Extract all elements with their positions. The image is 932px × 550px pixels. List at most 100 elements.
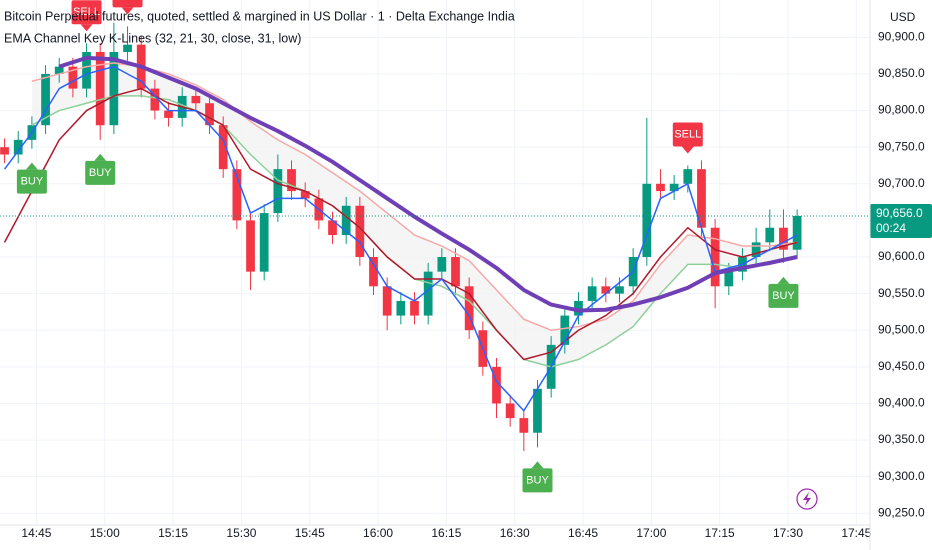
candle-body	[205, 103, 214, 126]
y-tick-label: 90,500.0	[878, 322, 925, 336]
y-tick-label: 90,700.0	[878, 176, 925, 190]
candle-body	[533, 388, 542, 433]
candle-body	[0, 147, 9, 155]
signal-arrow	[80, 24, 93, 32]
signal-text: SELL	[674, 128, 701, 140]
candle-body	[273, 169, 283, 214]
candle-body	[259, 213, 269, 272]
candle-body	[13, 139, 23, 155]
y-tick-label: 90,900.0	[878, 30, 925, 44]
candle-body	[451, 257, 460, 287]
x-tick-label: 17:30	[773, 526, 803, 540]
candle-body	[683, 169, 693, 184]
x-tick-label: 16:15	[431, 526, 461, 540]
candle-body	[669, 183, 679, 192]
channel-fill	[31, 62, 798, 367]
candle-body	[410, 300, 419, 316]
countdown: 00:24	[876, 221, 906, 235]
signal-label: SELL	[112, 0, 143, 15]
signal-text: SELL	[73, 6, 100, 18]
candle-body	[164, 110, 173, 118]
candle-body	[287, 169, 296, 192]
candle-body	[369, 257, 378, 287]
currency[interactable]: USD	[890, 10, 916, 24]
price-tag-label: 90,656.0	[876, 206, 923, 220]
y-tick-label: 90,750.0	[878, 139, 925, 153]
signal-box	[768, 283, 799, 308]
indicator-line	[31, 62, 798, 331]
x-tick-label: 17:15	[705, 526, 735, 540]
signal-label: BUY	[85, 153, 116, 185]
y-tick-label: 90,250.0	[878, 505, 925, 519]
x-tick-label: 16:30	[500, 526, 530, 540]
signal-arrow	[25, 162, 38, 170]
bolt	[803, 492, 811, 506]
candle-body	[191, 95, 201, 104]
signal-label: BUY	[768, 276, 799, 308]
y-tick-label: 90,550.0	[878, 286, 925, 300]
candle-body	[751, 242, 761, 258]
indicator-line	[58, 55, 798, 313]
candle-body	[519, 418, 529, 433]
signal-box	[85, 160, 116, 185]
signal-box	[16, 169, 47, 194]
candle-body	[587, 286, 597, 301]
candle-body	[95, 51, 105, 126]
candle-body	[505, 403, 515, 419]
signal-text: BUY	[21, 176, 44, 188]
signal-text: SELL	[114, 0, 141, 1]
candle-body	[615, 286, 624, 294]
signal-label: BUY	[16, 162, 47, 194]
candle-body	[396, 300, 406, 316]
x-tick-label: 15:30	[226, 526, 256, 540]
candle-body	[150, 88, 160, 111]
candle-body	[355, 205, 365, 258]
signal-text: BUY	[526, 474, 549, 486]
candle-body	[341, 205, 351, 236]
signal-arrow	[121, 7, 134, 15]
y-tick-label: 90,800.0	[878, 103, 925, 117]
signal-text: BUY	[89, 167, 112, 179]
signal-box	[71, 0, 102, 25]
x-tick-label: 15:15	[158, 526, 188, 540]
candle-body	[656, 183, 665, 192]
signal-label: SELL	[672, 122, 703, 154]
candle-body	[423, 271, 433, 316]
candle-body	[642, 183, 652, 258]
x-tick-label: 17:45	[841, 526, 871, 540]
x-tick-label: 15:00	[90, 526, 120, 540]
signal-box	[672, 122, 703, 147]
candle-body	[68, 66, 78, 89]
signal-arrow	[531, 461, 544, 469]
indicator-line	[3, 65, 798, 412]
candle-body	[218, 125, 228, 170]
candle-body	[437, 257, 447, 272]
x-tick-label: 16:00	[363, 526, 393, 540]
y-tick-label: 90,400.0	[878, 396, 925, 410]
candle-body	[246, 220, 255, 272]
alert-icon[interactable]	[796, 488, 818, 510]
candle-body	[601, 286, 611, 294]
candle-body	[123, 44, 132, 52]
candle-body	[232, 169, 242, 221]
candle-body	[724, 271, 734, 287]
candle-body	[710, 227, 720, 287]
x-tick-label: 16:45	[568, 526, 598, 540]
signal-arrow	[681, 146, 694, 154]
y-tick-label: 90,300.0	[878, 469, 925, 483]
y-tick-label: 90,350.0	[878, 432, 925, 446]
y-tick-label: 90,850.0	[878, 66, 925, 80]
signal-label: SELL	[71, 0, 102, 32]
candle-body	[697, 169, 706, 228]
candle-body	[382, 286, 392, 316]
candle-body	[574, 300, 583, 316]
indicator-line	[3, 87, 798, 361]
candle-body	[765, 227, 775, 243]
signal-box	[112, 0, 143, 8]
signal-text: BUY	[772, 290, 795, 302]
signal-arrow	[777, 276, 790, 284]
signal-box	[522, 468, 553, 493]
y-tick-label: 90,450.0	[878, 359, 925, 373]
signal-label: BUY	[522, 461, 553, 493]
